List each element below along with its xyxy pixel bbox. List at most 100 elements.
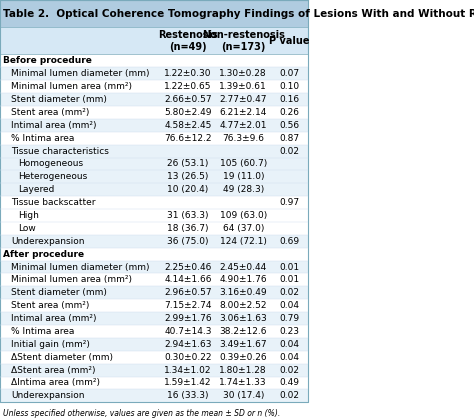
Text: 31 (63.3): 31 (63.3) — [167, 211, 209, 220]
Text: 0.79: 0.79 — [279, 314, 300, 323]
Text: 6.21±2.14: 6.21±2.14 — [219, 108, 267, 117]
Text: 0.10: 0.10 — [279, 82, 300, 91]
Bar — [0, 312, 308, 325]
Text: Initial gain (mm²): Initial gain (mm²) — [11, 340, 90, 349]
Text: 109 (63.0): 109 (63.0) — [219, 211, 267, 220]
Text: 0.04: 0.04 — [280, 353, 300, 362]
Text: 4.58±2.45: 4.58±2.45 — [164, 121, 211, 130]
Text: Stent area (mm²): Stent area (mm²) — [11, 108, 89, 117]
Text: Minimal lumen area (mm²): Minimal lumen area (mm²) — [11, 82, 132, 91]
Text: 3.49±1.67: 3.49±1.67 — [219, 340, 267, 349]
Text: 2.77±0.47: 2.77±0.47 — [219, 95, 267, 104]
Text: Underexpansion: Underexpansion — [11, 391, 84, 400]
Text: 1.39±0.61: 1.39±0.61 — [219, 82, 267, 91]
Bar — [0, 299, 308, 312]
Text: 0.04: 0.04 — [280, 301, 300, 310]
Bar — [0, 67, 308, 80]
Text: 1.22±0.30: 1.22±0.30 — [164, 69, 211, 78]
Text: ΔIntima area (mm²): ΔIntima area (mm²) — [11, 378, 100, 388]
Text: 2.94±1.63: 2.94±1.63 — [164, 340, 211, 349]
Text: 0.49: 0.49 — [280, 378, 300, 388]
Text: P value: P value — [269, 36, 310, 46]
Text: 124 (72.1): 124 (72.1) — [220, 237, 267, 246]
Text: 36 (75.0): 36 (75.0) — [167, 237, 209, 246]
Text: 2.25±0.46: 2.25±0.46 — [164, 262, 211, 272]
Text: Layered: Layered — [18, 185, 55, 194]
Text: 0.02: 0.02 — [280, 147, 300, 155]
Bar — [0, 144, 308, 158]
Bar — [0, 351, 308, 364]
Text: 76.3±9.6: 76.3±9.6 — [222, 134, 264, 143]
Bar — [0, 183, 308, 196]
Text: Unless specified otherwise, values are given as the mean ± SD or n (%).: Unless specified otherwise, values are g… — [3, 409, 280, 417]
Text: 26 (53.1): 26 (53.1) — [167, 160, 209, 168]
Text: 3.16±0.49: 3.16±0.49 — [219, 288, 267, 297]
Text: Stent diameter (mm): Stent diameter (mm) — [11, 288, 107, 297]
Bar — [0, 222, 308, 235]
Text: 0.02: 0.02 — [280, 366, 300, 375]
Bar — [0, 389, 308, 402]
Text: Before procedure: Before procedure — [3, 56, 92, 66]
Text: Minimal lumen area (mm²): Minimal lumen area (mm²) — [11, 276, 132, 284]
Text: % Intima area: % Intima area — [11, 134, 74, 143]
Text: 4.90±1.76: 4.90±1.76 — [219, 276, 267, 284]
Text: 1.59±1.42: 1.59±1.42 — [164, 378, 211, 388]
Text: 30 (17.4): 30 (17.4) — [223, 391, 264, 400]
Bar — [0, 80, 308, 93]
Bar — [0, 158, 308, 171]
Text: 0.04: 0.04 — [280, 340, 300, 349]
Bar — [0, 106, 308, 119]
Bar — [0, 377, 308, 389]
Bar — [0, 27, 308, 55]
Text: 16 (33.3): 16 (33.3) — [167, 391, 209, 400]
Text: 0.07: 0.07 — [279, 69, 300, 78]
Text: 105 (60.7): 105 (60.7) — [219, 160, 267, 168]
Text: Stent area (mm²): Stent area (mm²) — [11, 301, 89, 310]
Text: 7.15±2.74: 7.15±2.74 — [164, 301, 211, 310]
Text: 18 (36.7): 18 (36.7) — [167, 224, 209, 233]
Text: ΔStent area (mm²): ΔStent area (mm²) — [11, 366, 95, 375]
Text: 0.01: 0.01 — [279, 262, 300, 272]
Bar — [0, 338, 308, 351]
Text: 38.2±12.6: 38.2±12.6 — [219, 327, 267, 336]
Text: High: High — [18, 211, 39, 220]
Text: Minimal lumen diameter (mm): Minimal lumen diameter (mm) — [11, 262, 149, 272]
Text: 1.80±1.28: 1.80±1.28 — [219, 366, 267, 375]
Text: 0.02: 0.02 — [280, 288, 300, 297]
Text: Intimal area (mm²): Intimal area (mm²) — [11, 314, 96, 323]
Text: Low: Low — [18, 224, 36, 233]
Text: 0.01: 0.01 — [279, 276, 300, 284]
Bar — [0, 260, 308, 273]
Text: Stent diameter (mm): Stent diameter (mm) — [11, 95, 107, 104]
Text: 3.06±1.63: 3.06±1.63 — [219, 314, 267, 323]
Text: 10 (20.4): 10 (20.4) — [167, 185, 209, 194]
Text: 2.99±1.76: 2.99±1.76 — [164, 314, 212, 323]
Text: 0.23: 0.23 — [280, 327, 300, 336]
Text: Intimal area (mm²): Intimal area (mm²) — [11, 121, 96, 130]
Text: 0.39±0.26: 0.39±0.26 — [219, 353, 267, 362]
Text: Restenosis
(n=49): Restenosis (n=49) — [158, 30, 218, 52]
Text: Heterogeneous: Heterogeneous — [18, 172, 88, 181]
Text: 19 (11.0): 19 (11.0) — [222, 172, 264, 181]
Bar — [0, 364, 308, 377]
Text: 1.74±1.33: 1.74±1.33 — [219, 378, 267, 388]
Bar — [0, 286, 308, 299]
Bar — [0, 93, 308, 106]
Text: Table 2.  Optical Coherence Tomography Findings of Lesions With and Without Rest: Table 2. Optical Coherence Tomography Fi… — [3, 9, 474, 18]
Text: ΔStent diameter (mm): ΔStent diameter (mm) — [11, 353, 113, 362]
Bar — [0, 196, 308, 209]
Text: 40.7±14.3: 40.7±14.3 — [164, 327, 211, 336]
Bar — [0, 132, 308, 144]
Text: 2.66±0.57: 2.66±0.57 — [164, 95, 212, 104]
Text: 0.97: 0.97 — [279, 198, 300, 207]
Text: 0.30±0.22: 0.30±0.22 — [164, 353, 211, 362]
Bar — [0, 325, 308, 338]
Text: 64 (37.0): 64 (37.0) — [223, 224, 264, 233]
Text: 13 (26.5): 13 (26.5) — [167, 172, 209, 181]
Text: Minimal lumen diameter (mm): Minimal lumen diameter (mm) — [11, 69, 149, 78]
Bar — [0, 0, 308, 27]
Text: 0.26: 0.26 — [280, 108, 300, 117]
Text: After procedure: After procedure — [3, 249, 84, 259]
Text: 0.56: 0.56 — [279, 121, 300, 130]
Text: 49 (28.3): 49 (28.3) — [223, 185, 264, 194]
